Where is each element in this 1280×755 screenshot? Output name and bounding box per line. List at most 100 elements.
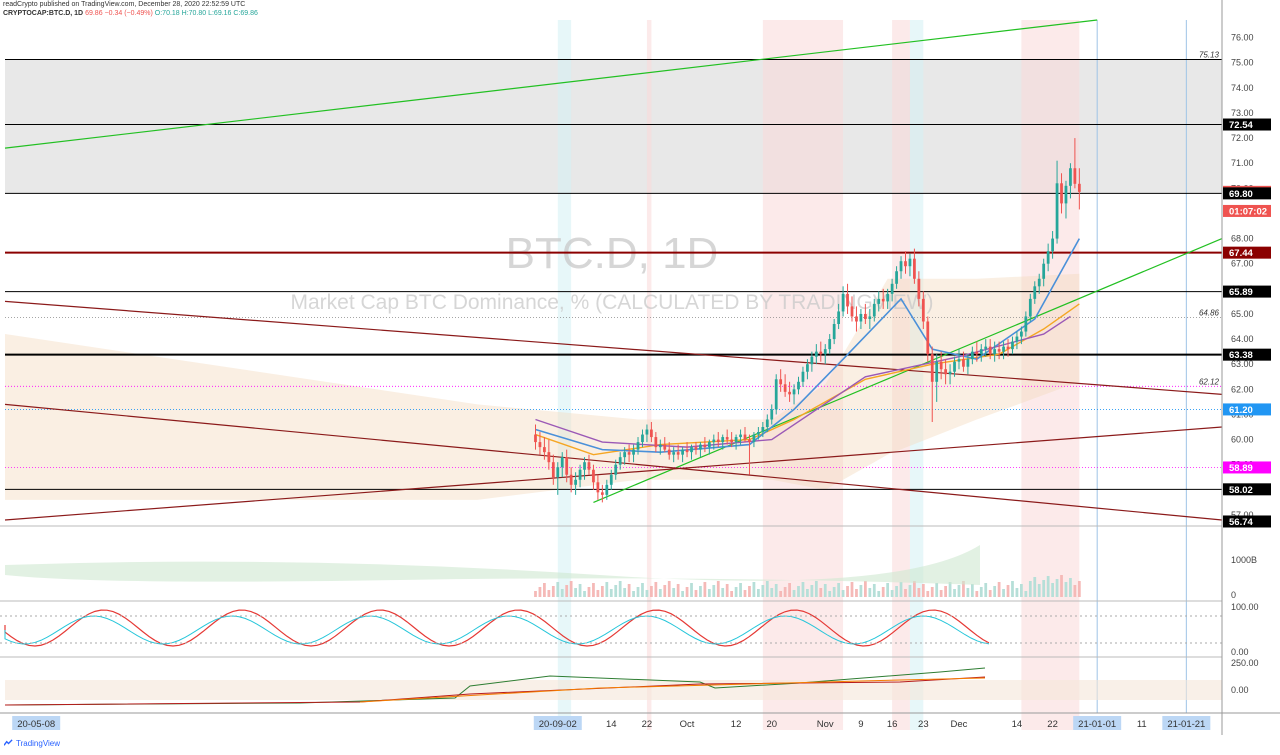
- candle-body: [538, 442, 542, 448]
- y-tick-label: 67.00: [1231, 259, 1254, 269]
- volume-bar: [1073, 585, 1077, 597]
- volume-bar: [908, 585, 912, 597]
- x-label-box: [12, 716, 61, 730]
- candle-body: [650, 429, 653, 438]
- candle-2020-11-13: [877, 291, 881, 312]
- volume-bar: [1020, 584, 1023, 597]
- x-tick-label: 20-09-02: [539, 719, 577, 730]
- candle-2020-10-27: [801, 366, 805, 387]
- candle-2020-10-23: [783, 374, 787, 397]
- candle-body: [868, 316, 872, 319]
- candle-body: [547, 452, 551, 463]
- momentum-orange: [359, 677, 986, 703]
- candle-body: [551, 462, 555, 478]
- volume-bar: [846, 586, 849, 597]
- sub-tick-label: 250.00: [1231, 658, 1259, 668]
- candle-2020-11-23: [921, 291, 925, 330]
- candle-2020-12-15: [1020, 326, 1023, 345]
- price-tag-bg: [1223, 461, 1271, 474]
- candle-body: [587, 462, 591, 470]
- candle-body: [1011, 341, 1014, 350]
- volume-bar: [756, 589, 760, 597]
- volume-bar: [547, 590, 551, 597]
- candle-body: [1020, 331, 1023, 337]
- volume-bar: [975, 591, 979, 597]
- candle-body: [560, 457, 564, 468]
- y-tick-label: 71.00: [1231, 158, 1254, 168]
- candle-2020-10-22: [779, 369, 783, 392]
- volume-bar: [1064, 582, 1068, 597]
- candle-2020-12-13: [1011, 336, 1014, 355]
- candle-2020-11-07: [850, 296, 854, 322]
- volume-bar: [627, 584, 631, 597]
- volume-bar: [1046, 576, 1050, 597]
- candle-2020-11-21: [913, 248, 916, 284]
- tradingview-footer[interactable]: TradingView: [4, 739, 60, 748]
- resistance-zone: [5, 59, 1222, 194]
- candle-body: [841, 293, 845, 312]
- candle-body: [886, 293, 890, 302]
- volume-bar: [672, 588, 676, 597]
- volume-bar: [792, 590, 796, 597]
- volume-bar: [721, 588, 725, 597]
- candle-2020-11-10: [863, 303, 867, 325]
- volume-bar: [944, 586, 947, 597]
- candle-2020-12-26: [1069, 163, 1072, 199]
- x-label-box: [1162, 716, 1211, 730]
- volume-band: [5, 545, 980, 585]
- momentum-band: [5, 680, 1222, 700]
- volume-bar: [926, 591, 930, 597]
- candle-2020-11-25: [930, 346, 934, 422]
- volume-bar: [578, 584, 582, 597]
- ohlc-values: O:70.18 H:70.80 L:69.16 C:69.86: [154, 10, 258, 17]
- watermark-name: Market Cap BTC Dominance, % (CALCULATED …: [291, 291, 934, 314]
- volume-bar: [806, 589, 809, 597]
- candle-body: [1046, 251, 1050, 264]
- volume-bar: [1002, 589, 1005, 597]
- sub-tick-label: 1000B: [1231, 555, 1257, 565]
- price-tag-label: 67.44: [1229, 248, 1253, 259]
- cloud-band: [5, 273, 1080, 500]
- candle-2020-09-11: [596, 474, 600, 500]
- volume-bar: [837, 583, 841, 597]
- x-tick-label: 23: [918, 719, 929, 730]
- candle-2020-09-04: [565, 449, 569, 483]
- sub-tick-label: 0.00: [1231, 647, 1249, 657]
- candle-2020-11-30: [953, 356, 956, 377]
- price-tag-label: 65.89: [1229, 287, 1253, 298]
- candle-2020-09-22: [645, 424, 649, 443]
- candle-body: [948, 371, 952, 375]
- candle-2020-12-27: [1073, 138, 1077, 189]
- volume-bar: [770, 588, 774, 597]
- volume-bar: [1033, 577, 1037, 597]
- candle-2020-12-19: [1037, 273, 1041, 294]
- volume-bar: [814, 581, 818, 597]
- candle-2020-09-26: [663, 437, 667, 453]
- volume-bar: [997, 582, 1001, 597]
- x-tick-label: Oct: [680, 719, 695, 730]
- volume-bar: [716, 581, 720, 597]
- x-tick-label: 20-05-08: [17, 719, 55, 730]
- price-tag-bg: [1223, 246, 1271, 259]
- candle-2020-11-12: [872, 298, 876, 322]
- ma-blue: [535, 238, 1081, 453]
- level-label-1: 64.86: [1199, 308, 1220, 317]
- candle-2020-12-09: [993, 341, 997, 362]
- candle-2020-12-04: [970, 346, 974, 365]
- candle-2020-10-03: [694, 442, 698, 455]
- candle-2020-10-02: [690, 444, 693, 460]
- candle-body: [788, 391, 791, 395]
- candle-2020-11-17: [895, 266, 898, 289]
- candle-body: [859, 313, 863, 322]
- candle-2020-12-02: [962, 351, 965, 372]
- candle-2020-12-12: [1006, 339, 1010, 357]
- candle-2020-08-30: [543, 437, 546, 460]
- candle-body: [574, 479, 577, 485]
- candle-2020-10-26: [797, 376, 800, 395]
- candle-body: [988, 346, 992, 355]
- y-tick-label: 76.00: [1231, 33, 1254, 43]
- oscillator-signal: [4, 615, 990, 645]
- volume-bar: [801, 582, 805, 597]
- y-tick-label: 64.00: [1231, 334, 1254, 344]
